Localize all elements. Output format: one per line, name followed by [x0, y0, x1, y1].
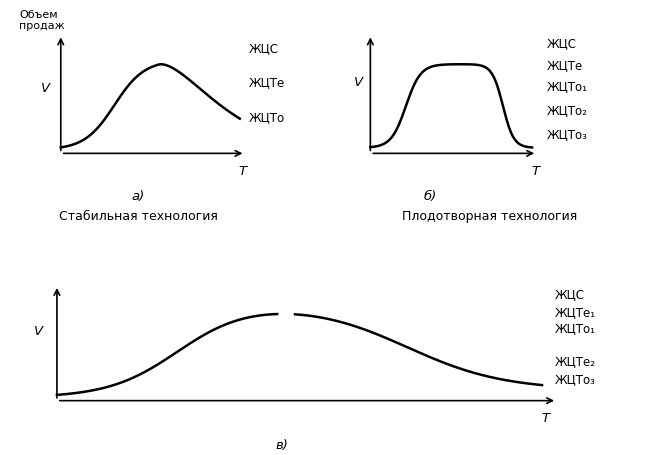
Text: Стабильная технология: Стабильная технология	[59, 210, 218, 222]
Text: Плодотворная технология: Плодотворная технология	[402, 210, 577, 222]
Text: в): в)	[276, 439, 288, 452]
Text: ЖЦТе₁: ЖЦТе₁	[555, 306, 595, 319]
Text: ЖЦТе: ЖЦТе	[249, 76, 285, 89]
Text: ЖЦС: ЖЦС	[547, 37, 577, 51]
Text: ЖЦТо₃: ЖЦТо₃	[547, 128, 588, 141]
Text: ЖЦТо₂: ЖЦТо₂	[547, 104, 588, 117]
Text: ЖЦТе: ЖЦТе	[547, 59, 583, 72]
Text: Объем
продаж: Объем продаж	[19, 10, 65, 31]
Text: ЖЦТе₂: ЖЦТе₂	[555, 355, 595, 368]
Text: T: T	[239, 165, 247, 177]
Text: ЖЦС: ЖЦС	[555, 288, 584, 301]
Text: ЖЦТо₃: ЖЦТо₃	[555, 374, 595, 386]
Text: T: T	[531, 165, 539, 177]
Text: а): а)	[132, 190, 145, 203]
Text: V: V	[34, 325, 43, 338]
Text: ЖЦТо₁: ЖЦТо₁	[547, 81, 588, 93]
Text: ЖЦТо: ЖЦТо	[249, 111, 285, 124]
Text: V: V	[354, 76, 363, 89]
Text: T: T	[541, 412, 549, 425]
Text: б): б)	[423, 190, 436, 203]
Text: ЖЦТо₁: ЖЦТо₁	[555, 323, 595, 335]
Text: ЖЦС: ЖЦС	[249, 42, 279, 56]
Text: V: V	[41, 81, 51, 95]
